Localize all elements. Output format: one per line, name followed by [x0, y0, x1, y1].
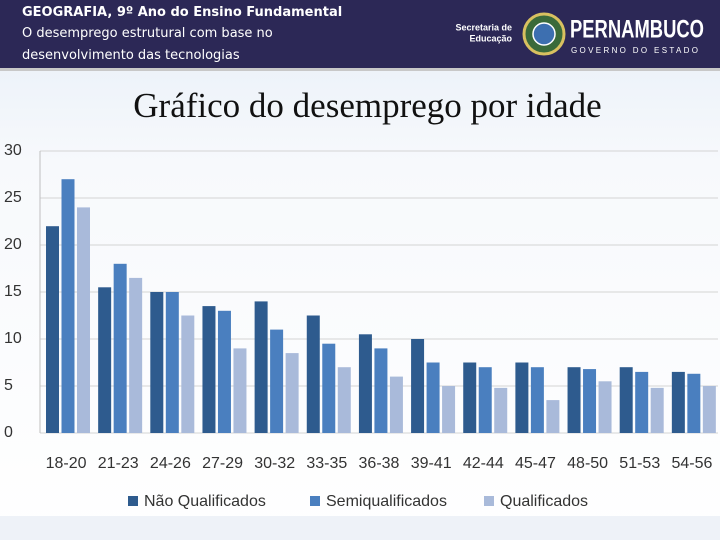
bar: [583, 369, 597, 433]
chart: 0 5 10 15 20 25 30 18-20 21-23 24-26 27-29 30-32 33-…: [4, 142, 718, 510]
bar: [546, 400, 560, 433]
bar: [463, 362, 477, 433]
bar: [671, 371, 685, 433]
topic-line: desenvolvimento das tecnologias: [22, 48, 240, 63]
header-stripe: [0, 68, 720, 71]
bar: [46, 226, 59, 433]
bar: [411, 339, 425, 433]
bar: [598, 381, 612, 433]
bar: [687, 373, 701, 433]
header: GEOGRAFIA, 9º Ano do Ensino Fundamental …: [0, 0, 720, 68]
footer-band: [0, 516, 720, 540]
x-tick-label: 51-53: [619, 455, 660, 472]
legend-swatch: [128, 496, 138, 506]
bar: [358, 334, 372, 433]
y-tick-label: 15: [4, 283, 22, 300]
x-tick-label: 33-35: [306, 455, 347, 472]
legend-swatch: [310, 496, 320, 506]
slide-title: Gráfico do desemprego por idade: [133, 86, 602, 125]
logo-state: PERNAMBUCO: [570, 16, 704, 44]
logo: Secretaria de Educação PERNAMBUCO GOVERN…: [455, 12, 704, 56]
bar: [306, 315, 320, 433]
bar: [165, 292, 179, 433]
bar: [285, 353, 299, 433]
legend-label: Semiqualificados: [326, 493, 447, 510]
x-tick-label: 42-44: [463, 455, 504, 472]
bar: [61, 179, 75, 433]
x-tick-label: 36-38: [359, 455, 400, 472]
bar: [478, 367, 492, 433]
bar: [202, 306, 216, 433]
logo-government: GOVERNO DO ESTADO: [571, 46, 703, 55]
bar: [254, 301, 268, 433]
bar: [270, 329, 284, 433]
bar: [77, 207, 90, 433]
bar: [322, 343, 336, 433]
topic-line: O desemprego estrutural com base no: [22, 26, 273, 41]
y-tick-label: 25: [4, 189, 22, 206]
x-tick-label: 27-29: [202, 455, 243, 472]
bar: [702, 386, 716, 433]
legend-label: Qualificados: [500, 493, 588, 510]
y-tick-label: 5: [4, 377, 13, 394]
bar: [650, 387, 664, 433]
bar: [150, 292, 164, 433]
logo-text: Secretaria de: [455, 22, 512, 32]
x-tick-label: 21-23: [98, 455, 139, 472]
bar: [181, 315, 195, 433]
x-tick-label: 24-26: [150, 455, 191, 472]
legend-label: Não Qualificados: [144, 493, 266, 510]
bar: [217, 310, 231, 433]
bar: [129, 277, 143, 433]
bar: [98, 287, 112, 433]
y-tick-label: 20: [4, 236, 22, 253]
x-tick-label: 39-41: [411, 455, 452, 472]
x-tick-label: 18-20: [46, 455, 87, 472]
bar: [389, 376, 403, 433]
x-tick-label: 45-47: [515, 455, 556, 472]
bar: [530, 367, 544, 433]
y-tick-label: 10: [4, 330, 22, 347]
x-tick-label: 30-32: [254, 455, 295, 472]
legend-swatch: [484, 496, 494, 506]
logo-text: Educação: [469, 33, 512, 43]
bar: [337, 367, 351, 433]
x-tick-label: 54-56: [671, 455, 712, 472]
bar: [113, 263, 127, 433]
bar: [494, 387, 508, 433]
x-tick-label: 48-50: [567, 455, 608, 472]
bar: [233, 348, 247, 433]
bar: [635, 371, 649, 433]
bar: [374, 348, 388, 433]
bar: [619, 367, 633, 433]
bar: [567, 367, 581, 433]
bar: [515, 362, 529, 433]
bar: [442, 386, 456, 433]
emblem-center: [532, 22, 556, 46]
y-tick-label: 0: [4, 424, 13, 441]
subject: GEOGRAFIA, 9º Ano do Ensino Fundamental: [22, 5, 343, 20]
y-tick-label: 30: [4, 142, 22, 159]
bar: [426, 362, 440, 433]
